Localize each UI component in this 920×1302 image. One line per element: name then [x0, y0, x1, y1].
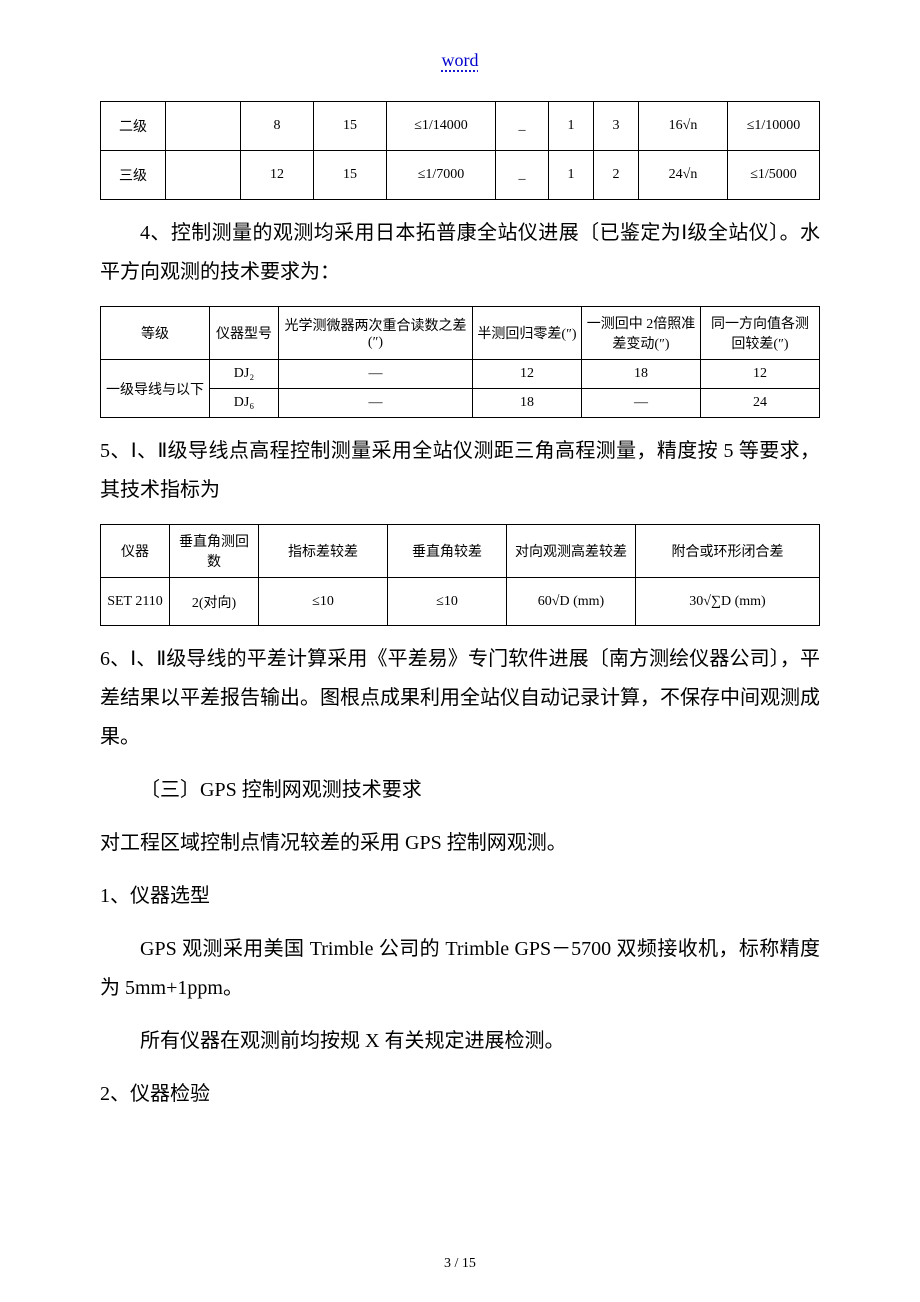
t3-r0c2: ≤10 — [259, 578, 388, 626]
t1-r1c6: 1 — [549, 151, 594, 200]
t2-h3: 半测回归零差(″) — [473, 307, 582, 360]
t2-h1: 仪器型号 — [210, 307, 279, 360]
t1-r1c8: 24√n — [639, 151, 728, 200]
t1-r0c9: ≤1/10000 — [728, 102, 820, 151]
t1-r0c2: 8 — [241, 102, 314, 151]
t3-r0c5: 30√∑D (mm) — [636, 578, 820, 626]
t1-r1c5: _ — [496, 151, 549, 200]
t3-r0c4: 60√D (mm) — [507, 578, 636, 626]
t1-r1c7: 2 — [594, 151, 639, 200]
t3-r0c0: SET 2110 — [101, 578, 170, 626]
t3-h2: 指标差较差 — [259, 525, 388, 578]
t2-r0c1: DJ₂ — [210, 360, 279, 389]
t2-h5: 同一方向值各测回较差(″) — [701, 307, 820, 360]
t3-h0: 仪器 — [101, 525, 170, 578]
t1-r1c4: ≤1/7000 — [387, 151, 496, 200]
t1-r0c8: 16√n — [639, 102, 728, 151]
sub-1-body2: 所有仪器在观测前均按规 X 有关规定进展检测。 — [100, 1022, 820, 1061]
paragraph-4: 4、控制测量的观测均采用日本拓普康全站仪进展〔已鉴定为Ⅰ级全站仪〕。水平方向观测… — [100, 214, 820, 292]
page-header: word — [100, 50, 820, 71]
t3-r0c1: 2(对向) — [170, 578, 259, 626]
t2-h0: 等级 — [101, 307, 210, 360]
t1-r0c3: 15 — [314, 102, 387, 151]
t1-r1c0: 三级 — [101, 151, 166, 200]
t2-r0c3: 12 — [473, 360, 582, 389]
t1-r0c1 — [166, 102, 241, 151]
gps-section-title: 〔三〕GPS 控制网观测技术要求 — [100, 771, 820, 810]
t3-h1: 垂直角测回数 — [170, 525, 259, 578]
t2-r1c4: — — [582, 389, 701, 418]
sub-1-body: GPS 观测采用美国 Trimble 公司的 Trimble GPS－5700 … — [100, 930, 820, 1008]
t2-r0c0: 一级导线与以下 — [101, 360, 210, 418]
t2-r0c4: 18 — [582, 360, 701, 389]
t2-r1c1: DJ₆ — [210, 389, 279, 418]
page-number: 3 / 15 — [0, 1256, 920, 1272]
t2-h2: 光学测微器两次重合读数之差(″) — [279, 307, 473, 360]
paragraph-6: 6、Ⅰ、Ⅱ级导线的平差计算采用《平差易》专门软件进展〔南方测绘仪器公司〕，平差结… — [100, 640, 820, 757]
t1-r1c9: ≤1/5000 — [728, 151, 820, 200]
table-level-2-3: 二级 8 15 ≤1/14000 _ 1 3 16√n ≤1/10000 三级 … — [100, 101, 820, 200]
t1-r0c0: 二级 — [101, 102, 166, 151]
t2-r0c5: 12 — [701, 360, 820, 389]
t2-r1c5: 24 — [701, 389, 820, 418]
t2-r1c2: — — [279, 389, 473, 418]
table-elevation: 仪器 垂直角测回数 指标差较差 垂直角较差 对向观测高差较差 附合或环形闭合差 … — [100, 524, 820, 626]
t3-h3: 垂直角较差 — [388, 525, 507, 578]
t1-r0c4: ≤1/14000 — [387, 102, 496, 151]
gps-intro: 对工程区域控制点情况较差的采用 GPS 控制网观测。 — [100, 824, 820, 863]
t1-r0c6: 1 — [549, 102, 594, 151]
t1-r0c7: 3 — [594, 102, 639, 151]
t2-h4: 一测回中 2倍照准差变动(″) — [582, 307, 701, 360]
t1-r1c1 — [166, 151, 241, 200]
sub-1-title: 1、仪器选型 — [100, 877, 820, 916]
sub-2-title: 2、仪器检验 — [100, 1075, 820, 1114]
t3-r0c3: ≤10 — [388, 578, 507, 626]
t1-r1c3: 15 — [314, 151, 387, 200]
table-horizontal-obs: 等级 仪器型号 光学测微器两次重合读数之差(″) 半测回归零差(″) 一测回中 … — [100, 306, 820, 418]
t3-h5: 附合或环形闭合差 — [636, 525, 820, 578]
paragraph-5: 5、Ⅰ、Ⅱ级导线点高程控制测量采用全站仪测距三角高程测量，精度按 5 等要求，其… — [100, 432, 820, 510]
t2-r1c3: 18 — [473, 389, 582, 418]
t2-r0c2: — — [279, 360, 473, 389]
t1-r0c5: _ — [496, 102, 549, 151]
t1-r1c2: 12 — [241, 151, 314, 200]
t3-h4: 对向观测高差较差 — [507, 525, 636, 578]
